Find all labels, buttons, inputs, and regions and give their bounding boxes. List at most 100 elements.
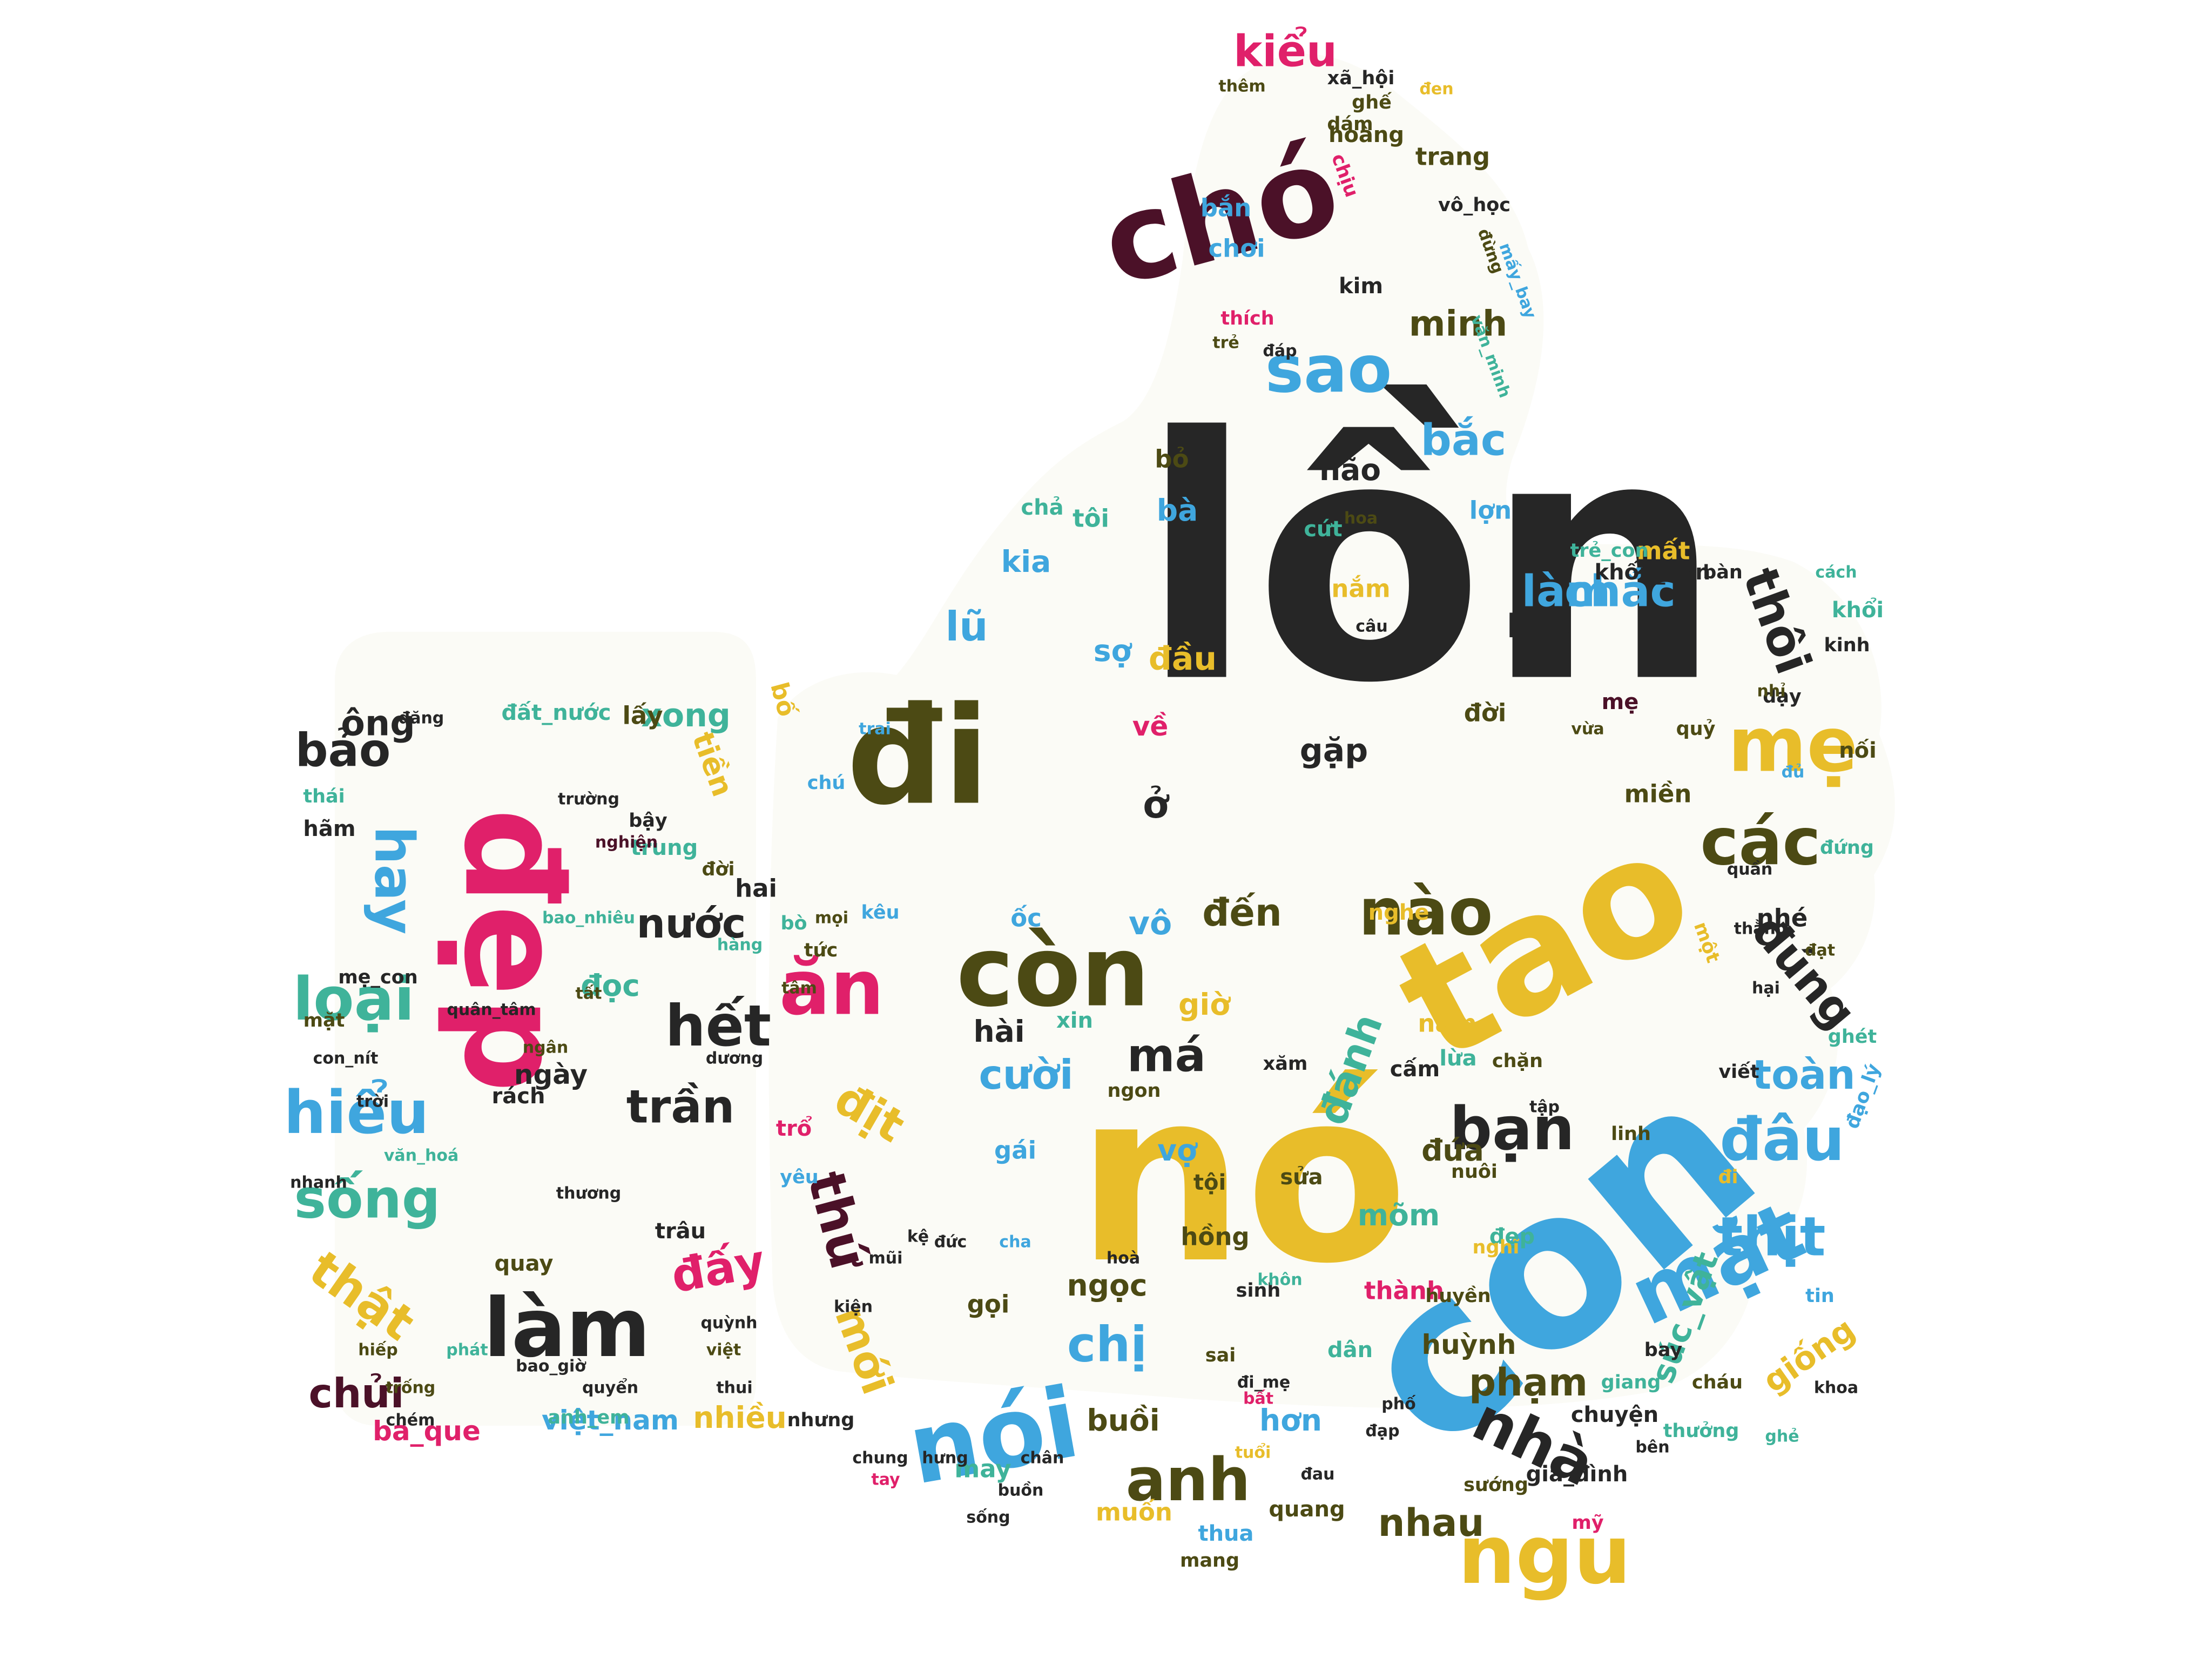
cloud-word: kêu xyxy=(861,902,900,923)
cloud-word: thằng xyxy=(1734,919,1788,939)
cloud-word: đất_nước xyxy=(502,700,611,725)
cloud-word: nói xyxy=(900,1366,1087,1507)
cloud-word: thành xyxy=(1364,1277,1444,1305)
cloud-word: đời xyxy=(1464,699,1507,727)
thumb-hand-shape xyxy=(768,53,1895,1408)
cloud-word: đen xyxy=(1419,80,1453,99)
cloud-word: nhanh xyxy=(290,1174,347,1192)
cloud-word: kinh xyxy=(1824,635,1870,656)
cloud-word: sửa xyxy=(1280,1165,1323,1190)
cloud-word: tin xyxy=(1805,1285,1835,1307)
cloud-word: tay xyxy=(871,1471,900,1489)
cloud-word: kim xyxy=(1339,274,1383,299)
cloud-word: đi xyxy=(847,678,990,835)
cloud-word: trẻ_con xyxy=(1570,540,1649,562)
cloud-word: chuyện xyxy=(1571,1402,1658,1427)
cuff-shape xyxy=(335,632,756,1426)
cloud-word: loại xyxy=(293,965,414,1034)
cloud-word: bậy xyxy=(629,810,667,832)
cloud-word: việt xyxy=(706,1341,741,1360)
cloud-word: đăng xyxy=(399,709,444,728)
cloud-word: chả xyxy=(1021,495,1063,520)
cloud-word: đến xyxy=(1202,891,1282,935)
cloud-word: bao_giờ xyxy=(516,1357,586,1376)
cloud-word: ba_que xyxy=(373,1415,481,1447)
cloud-word: trường xyxy=(558,790,619,809)
cloud-word: trần xyxy=(626,1081,734,1134)
cloud-word: kiểu xyxy=(1233,26,1337,77)
cloud-word: viết xyxy=(1718,1061,1759,1083)
cloud-word: hiểu xyxy=(284,1078,429,1147)
cloud-word: đau xyxy=(1300,1465,1334,1484)
cloud-word: ghế xyxy=(1352,92,1392,113)
cloud-word: ăn xyxy=(779,945,884,1033)
cloud-word: hoa xyxy=(1344,509,1378,528)
cloud-word: lừa xyxy=(1439,1046,1476,1071)
cloud-word: may xyxy=(954,1455,1011,1483)
cloud-word: gái xyxy=(994,1136,1036,1165)
cloud-word: anh xyxy=(1126,1445,1251,1514)
cloud-word: ngon xyxy=(1108,1080,1161,1102)
cloud-word: con_nít xyxy=(313,1049,379,1068)
cloud-word: chắc xyxy=(1564,567,1676,617)
cloud-word: bỏ xyxy=(1155,445,1189,474)
cloud-word: chơi xyxy=(1208,234,1265,263)
cloud-word: thui xyxy=(716,1379,752,1398)
cloud-word: tập xyxy=(1529,1098,1560,1117)
thumbs-up-silhouette xyxy=(335,53,1895,1426)
cloud-word: vợ xyxy=(1157,1133,1198,1168)
cloud-word: bắc xyxy=(1421,415,1507,466)
cloud-word: huỳnh xyxy=(1422,1329,1516,1360)
cloud-word: bao_nhiêu xyxy=(542,909,635,928)
cloud-word: mẹ_con xyxy=(338,967,417,988)
cloud-word: toàn xyxy=(1752,1051,1855,1098)
cloud-word: mẹ xyxy=(1728,702,1858,790)
cloud-word: đâu xyxy=(1719,1105,1844,1174)
cloud-word: bố xyxy=(765,679,801,720)
cloud-word: ở xyxy=(1143,783,1170,827)
cloud-word: sợ xyxy=(1094,633,1132,668)
cloud-word: nghĩ xyxy=(1473,1237,1520,1258)
cloud-word: về xyxy=(1132,711,1169,742)
cloud-word: nước xyxy=(637,900,746,947)
cloud-word: chửi xyxy=(309,1370,404,1417)
cloud-word: thua xyxy=(1198,1521,1253,1546)
cloud-word: thích xyxy=(1220,308,1274,329)
cloud-word: trai xyxy=(859,720,891,739)
cloud-word: muốn xyxy=(1096,1498,1172,1527)
cloud-word: đời xyxy=(702,859,734,880)
cloud-word: miền xyxy=(1624,780,1692,808)
cloud-word: cười xyxy=(979,1051,1073,1098)
cloud-word: đủ xyxy=(1782,763,1805,782)
cloud-word: các xyxy=(1700,805,1820,880)
cloud-word: thưởng xyxy=(1663,1420,1739,1442)
cloud-word: cứt xyxy=(1304,517,1342,542)
cloud-word: anh_em xyxy=(548,1407,629,1428)
cloud-word: ghét xyxy=(1828,1026,1877,1048)
cloud-word: trâu xyxy=(655,1219,706,1244)
cloud-word: đạp xyxy=(1365,1422,1399,1441)
cloud-word: trung xyxy=(631,835,698,860)
cloud-word: má xyxy=(1127,1029,1206,1083)
cloud-word: phạm xyxy=(1469,1360,1588,1405)
cloud-word: bò xyxy=(780,913,807,934)
cloud-word: hại xyxy=(1752,979,1780,998)
cloud-word: bắn xyxy=(1201,194,1252,222)
cloud-word: năm xyxy=(1418,1009,1476,1038)
cloud-word: nhỉ xyxy=(1757,682,1786,701)
cloud-word: mang xyxy=(1180,1550,1239,1572)
cloud-word: kia xyxy=(1001,544,1051,579)
cloud-word: chung xyxy=(852,1449,908,1468)
cloud-word: đáp xyxy=(1263,342,1297,361)
cloud-word: câu xyxy=(1355,617,1387,636)
cloud-word: hàng xyxy=(717,936,763,955)
cloud-word: giang xyxy=(1601,1372,1661,1393)
cloud-word: linh xyxy=(1611,1123,1651,1145)
cloud-word: nuôi xyxy=(1451,1161,1498,1183)
cloud-word: mẹ xyxy=(1602,690,1639,714)
cloud-word: trẻ xyxy=(1212,334,1239,353)
cloud-word: văn_hoá xyxy=(384,1147,458,1165)
cloud-word: mỹ xyxy=(1572,1512,1603,1534)
cloud-word: hết xyxy=(665,993,771,1059)
